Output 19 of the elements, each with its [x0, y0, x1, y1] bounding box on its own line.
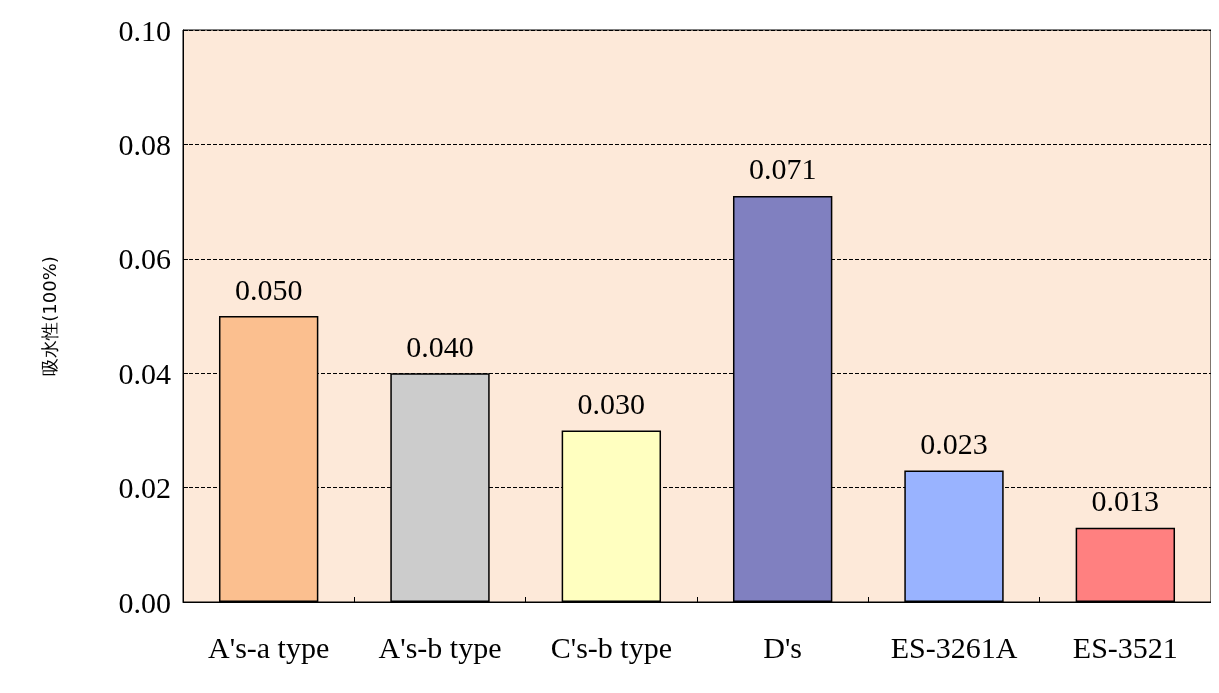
x-tick-label: D's — [763, 630, 803, 664]
data-label: 0.023 — [920, 426, 988, 460]
data-label: 0.030 — [577, 386, 646, 420]
x-tick-label: ES-3521 — [1072, 630, 1178, 664]
x-tick-label: A's-b type — [378, 630, 502, 664]
y-tick-label: 0.04 — [118, 356, 171, 390]
y-tick-label: 0.00 — [118, 585, 171, 619]
y-tick-label: 0.06 — [118, 242, 171, 276]
y-tick-label: 0.10 — [118, 13, 171, 47]
data-label: 0.013 — [1091, 484, 1160, 518]
y-axis-title: 吸水性(100%) — [38, 256, 60, 376]
y-tick-label: 0.02 — [118, 471, 171, 505]
data-label: 0.071 — [748, 152, 817, 186]
data-label: 0.050 — [234, 272, 303, 306]
y-tick-label: 0.08 — [118, 127, 171, 161]
x-tick-label: C's-b type — [550, 630, 672, 664]
x-tick-label: ES-3261A — [890, 630, 1018, 664]
data-label: 0.040 — [406, 329, 474, 363]
x-tick-label: A's-a type — [208, 630, 330, 664]
